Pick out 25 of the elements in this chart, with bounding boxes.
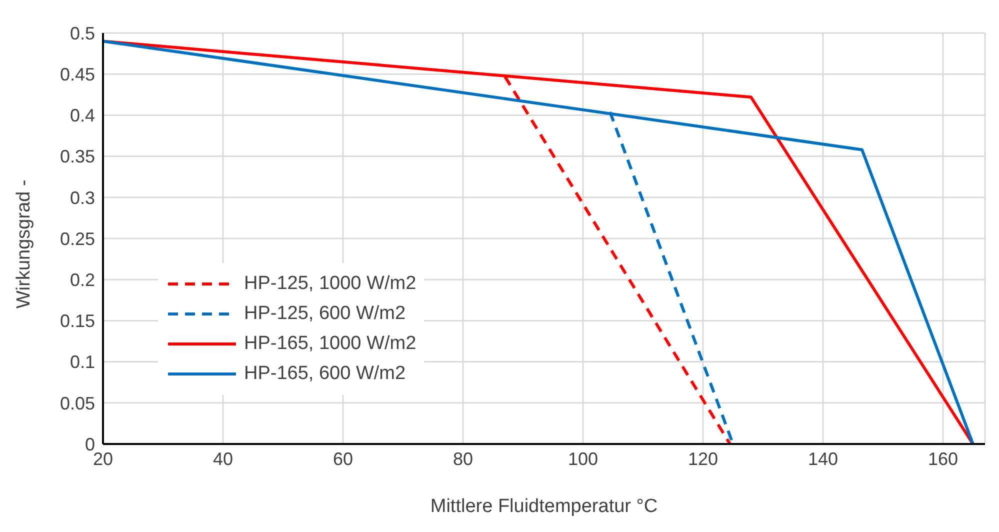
y-tick-label: 0.25	[60, 228, 95, 249]
legend-label: HP-125, 600 W/m2	[244, 302, 406, 326]
y-tick-label: 0.2	[70, 270, 95, 290]
legend-label: HP-165, 600 W/m2	[244, 362, 406, 386]
x-tick-label: 80	[452, 448, 474, 469]
x-tick-label: 100	[568, 448, 598, 469]
x-axis-title: Mittlere Fluidtemperatur °C	[430, 496, 658, 517]
y-axis-title: Wirkungsgrad -	[14, 180, 35, 308]
x-tick-label: 20	[92, 448, 114, 469]
x-tick-label: 160	[928, 448, 958, 469]
y-tick-label: 0.4	[70, 106, 95, 126]
y-tick-label: 0.1	[70, 352, 95, 372]
y-tick-label: 0	[84, 434, 95, 454]
y-tick-label: 0.35	[60, 146, 95, 167]
x-tick-label: 40	[212, 448, 234, 469]
legend-label: HP-125, 1000 W/m2	[244, 272, 416, 296]
y-tick-label: 0.5	[70, 23, 95, 44]
y-tick-label: 0.05	[60, 393, 95, 414]
y-tick-label: 0.45	[60, 64, 95, 84]
legend-label: HP-165, 1000 W/m2	[244, 332, 416, 356]
y-tick-label: 0.15	[60, 311, 95, 332]
x-tick-label: 120	[688, 448, 718, 469]
x-tick-label: 140	[808, 448, 838, 469]
x-tick-label: 60	[332, 448, 354, 469]
y-tick-label: 0.3	[70, 188, 95, 208]
